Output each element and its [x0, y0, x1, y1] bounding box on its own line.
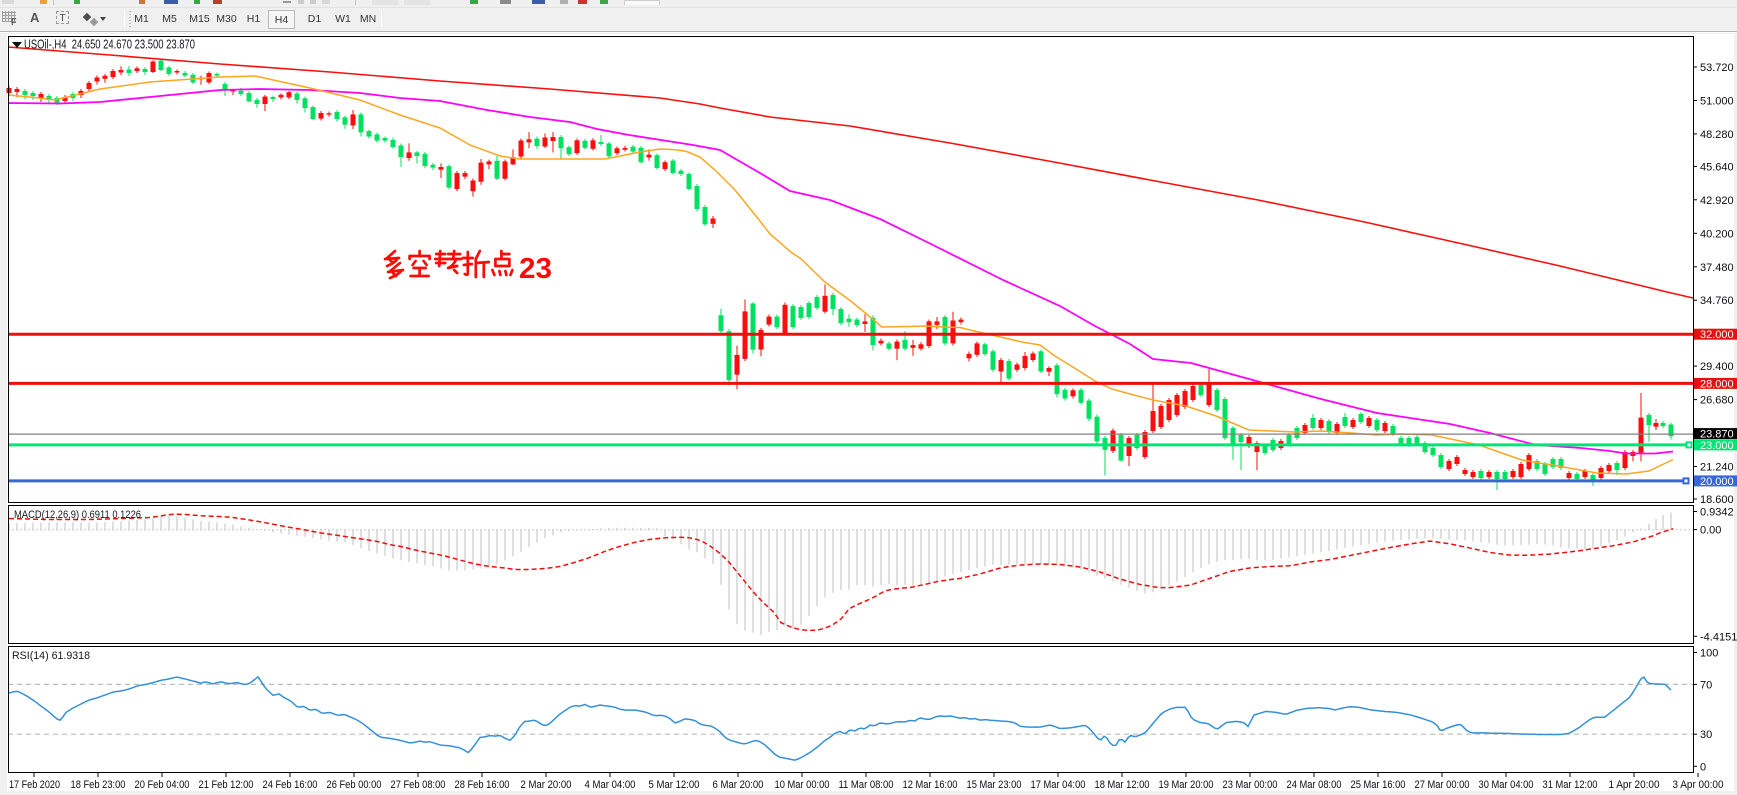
- svg-text:11 Mar 08:00: 11 Mar 08:00: [839, 779, 894, 791]
- svg-text:21 Feb 12:00: 21 Feb 12:00: [199, 779, 254, 791]
- svg-text:29.400: 29.400: [1700, 361, 1734, 373]
- svg-text:30 Mar 04:00: 30 Mar 04:00: [1479, 779, 1534, 791]
- svg-text:37.480: 37.480: [1700, 262, 1734, 274]
- svg-text:USOil-,H4 24.650 24.670 23.50: USOil-,H4 24.650 24.670 23.500 23.870: [24, 37, 195, 52]
- svg-text:17 Feb 2020: 17 Feb 2020: [9, 779, 60, 791]
- svg-text:53.720: 53.720: [1700, 62, 1734, 74]
- svg-text:15 Mar 23:00: 15 Mar 23:00: [967, 779, 1022, 791]
- svg-text:27 Feb 08:00: 27 Feb 08:00: [391, 779, 446, 791]
- svg-text:10 Mar 00:00: 10 Mar 00:00: [775, 779, 830, 791]
- svg-text:25 Mar 16:00: 25 Mar 16:00: [1351, 779, 1406, 791]
- svg-text:30: 30: [1700, 729, 1712, 741]
- svg-text:26.680: 26.680: [1700, 395, 1734, 407]
- svg-text:2 Mar 20:00: 2 Mar 20:00: [521, 779, 572, 791]
- svg-text:18 Feb 23:00: 18 Feb 23:00: [71, 779, 126, 791]
- svg-text:5 Mar 12:00: 5 Mar 12:00: [649, 779, 700, 791]
- svg-text:100: 100: [1700, 648, 1718, 660]
- svg-text:24 Feb 16:00: 24 Feb 16:00: [263, 779, 318, 791]
- svg-text:21.240: 21.240: [1700, 462, 1734, 474]
- svg-text:18.600: 18.600: [1700, 494, 1734, 506]
- svg-text:26 Feb 00:00: 26 Feb 00:00: [327, 779, 382, 791]
- svg-text:45.640: 45.640: [1700, 161, 1734, 173]
- svg-text:12 Mar 16:00: 12 Mar 16:00: [903, 779, 958, 791]
- svg-text:24 Mar 08:00: 24 Mar 08:00: [1287, 779, 1342, 791]
- svg-text:0: 0: [1700, 761, 1706, 773]
- svg-text:48.280: 48.280: [1700, 129, 1734, 141]
- svg-text:20.000: 20.000: [1700, 476, 1734, 488]
- svg-text:19 Mar 20:00: 19 Mar 20:00: [1159, 779, 1214, 791]
- svg-text:3 Apr 00:00: 3 Apr 00:00: [1673, 779, 1724, 791]
- svg-text:32.000: 32.000: [1700, 329, 1734, 341]
- svg-text:-4.4151: -4.4151: [1700, 631, 1737, 643]
- svg-text:RSI(14) 61.9318: RSI(14) 61.9318: [12, 650, 90, 662]
- svg-text:18 Mar 12:00: 18 Mar 12:00: [1095, 779, 1150, 791]
- svg-text:28 Feb 16:00: 28 Feb 16:00: [455, 779, 510, 791]
- svg-text:34.760: 34.760: [1700, 295, 1734, 307]
- svg-text:31 Mar 12:00: 31 Mar 12:00: [1543, 779, 1598, 791]
- svg-text:70: 70: [1700, 679, 1712, 691]
- svg-text:27 Mar 00:00: 27 Mar 00:00: [1415, 779, 1470, 791]
- svg-text:MACD(12,26,9) 0.6911 0.1226: MACD(12,26,9) 0.6911 0.1226: [14, 509, 141, 521]
- svg-text:23.000: 23.000: [1700, 440, 1734, 452]
- svg-text:42.920: 42.920: [1700, 195, 1734, 207]
- svg-text:23.870: 23.870: [1700, 429, 1734, 441]
- svg-text:23 Mar 00:00: 23 Mar 00:00: [1223, 779, 1278, 791]
- svg-text:51.000: 51.000: [1700, 96, 1734, 108]
- svg-text:17 Mar 04:00: 17 Mar 04:00: [1031, 779, 1086, 791]
- svg-text:6 Mar 20:00: 6 Mar 20:00: [713, 779, 764, 791]
- svg-text:1 Apr 20:00: 1 Apr 20:00: [1609, 779, 1660, 791]
- svg-text:20 Feb 04:00: 20 Feb 04:00: [135, 779, 190, 791]
- svg-text:28.000: 28.000: [1700, 378, 1734, 390]
- svg-text:0.00: 0.00: [1700, 525, 1721, 537]
- svg-text:4 Mar 04:00: 4 Mar 04:00: [585, 779, 636, 791]
- svg-text:23: 23: [519, 253, 552, 285]
- svg-text:40.200: 40.200: [1700, 228, 1734, 240]
- svg-text:0.9342: 0.9342: [1700, 507, 1734, 519]
